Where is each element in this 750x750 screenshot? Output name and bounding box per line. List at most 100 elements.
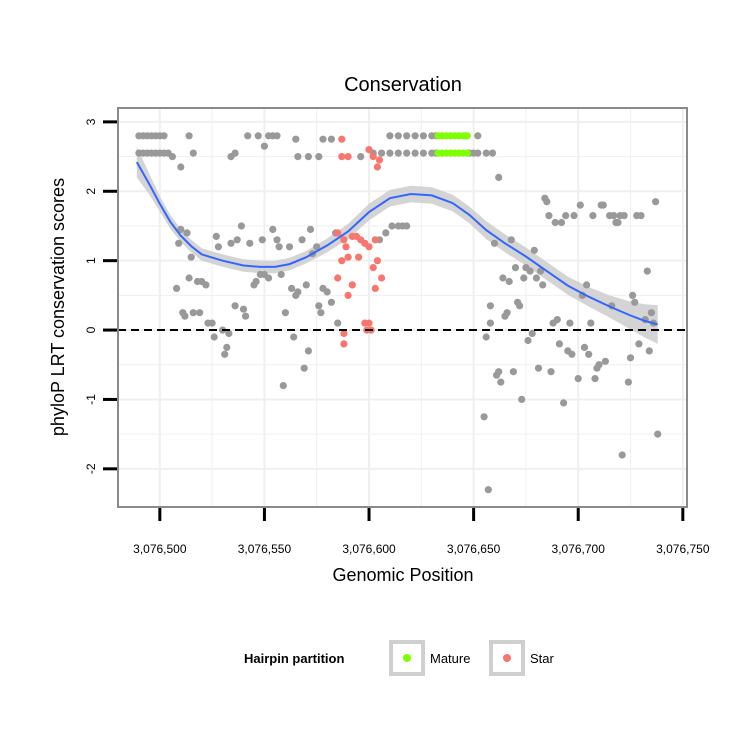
data-point-star — [378, 274, 386, 282]
data-point-other — [618, 451, 626, 459]
data-point-other — [273, 236, 281, 244]
data-point-other — [175, 239, 183, 247]
data-point-other — [555, 340, 564, 348]
data-point-other — [275, 243, 283, 251]
data-point-other — [499, 274, 507, 282]
legend-entry-mature: Mature — [389, 640, 470, 676]
data-point-other — [539, 281, 547, 289]
data-point-other — [419, 132, 427, 140]
data-point-other — [225, 329, 233, 338]
data-point-other — [495, 173, 503, 181]
data-point-other — [173, 284, 181, 292]
data-point-other — [403, 222, 411, 230]
data-point-star — [369, 264, 377, 272]
data-point-other — [208, 319, 216, 327]
data-point-other — [227, 153, 235, 161]
data-point-other — [223, 343, 231, 351]
data-point-other — [620, 212, 628, 220]
data-point-star — [338, 135, 346, 143]
x-tick-label: 3,076,550 — [238, 542, 292, 556]
data-point-star — [344, 253, 352, 261]
data-point-other — [645, 347, 653, 355]
data-point-other — [526, 267, 534, 275]
data-point-other — [258, 236, 266, 244]
data-point-other — [643, 267, 651, 275]
data-point-other — [315, 302, 323, 310]
data-point-other — [562, 212, 570, 220]
x-axis-title: Genomic Position — [332, 565, 473, 585]
data-point-other — [576, 201, 584, 209]
x-tick-label: 3,076,500 — [133, 542, 187, 556]
legend-key-star — [489, 640, 525, 676]
y-axis-title: phyloP LRT conservation scores — [48, 178, 68, 436]
panel-border — [117, 107, 688, 508]
data-point-other — [537, 267, 545, 275]
data-point-other — [587, 319, 595, 327]
data-point-other — [196, 309, 204, 317]
data-point-other — [654, 430, 662, 438]
data-point-other — [231, 302, 239, 310]
data-point-other — [388, 222, 396, 230]
data-point-star — [344, 153, 352, 161]
data-point-other — [378, 149, 386, 157]
data-point-other — [260, 142, 268, 150]
data-point-other — [394, 132, 402, 140]
data-point-other — [520, 274, 528, 282]
y-tick-label: -1 — [84, 394, 98, 405]
data-point-other — [631, 298, 639, 306]
data-point-other — [553, 316, 561, 324]
data-point-other — [574, 375, 582, 383]
data-point-other — [557, 218, 566, 227]
data-point-other — [614, 218, 622, 227]
data-point-other — [591, 375, 599, 383]
data-point-other — [382, 229, 390, 237]
data-point-other — [323, 288, 331, 296]
data-point-other — [595, 361, 603, 369]
data-point-other — [560, 399, 568, 407]
data-point-other — [233, 236, 241, 244]
data-point-other — [302, 281, 310, 289]
data-point-other — [411, 132, 419, 140]
data-point-other — [585, 350, 593, 358]
data-point-other — [294, 288, 302, 296]
data-point-other — [403, 149, 411, 157]
data-point-other — [482, 333, 490, 341]
data-point-other — [277, 270, 285, 279]
data-point-other — [227, 239, 235, 247]
data-point-other — [551, 218, 559, 227]
data-point-other — [160, 132, 168, 140]
data-point-other — [189, 309, 197, 317]
data-point-other — [294, 153, 302, 161]
data-point-other — [327, 298, 335, 306]
data-point-other — [511, 264, 520, 272]
data-point-other — [177, 163, 185, 171]
data-point-other — [239, 305, 248, 313]
data-point-other — [177, 225, 185, 233]
data-point-other — [306, 225, 315, 233]
legend-swatch-mature — [403, 654, 411, 662]
data-point-star — [340, 236, 348, 244]
data-point-other — [181, 312, 189, 320]
data-point-other — [189, 149, 197, 157]
y-tick-label: 0 — [84, 326, 98, 333]
data-point-star — [365, 146, 373, 154]
data-point-star — [373, 163, 381, 171]
data-point-other — [474, 149, 482, 157]
data-point-mature — [463, 132, 471, 140]
data-point-star — [375, 156, 384, 164]
data-point-other — [221, 350, 229, 358]
data-point-other — [530, 246, 538, 254]
data-point-other — [419, 149, 427, 157]
y-tick-label: 3 — [84, 118, 98, 125]
data-point-other — [532, 274, 541, 282]
legend-key-mature — [389, 640, 425, 676]
data-point-other — [292, 135, 300, 143]
data-point-other — [317, 309, 325, 317]
legend-entry-star: Star — [489, 640, 555, 676]
data-point-other — [210, 333, 218, 341]
legend-label-mature: Mature — [430, 651, 470, 666]
data-point-star — [338, 153, 346, 161]
data-point-star — [365, 319, 373, 327]
data-point-other — [570, 212, 578, 220]
legend: Hairpin partition Mature Star — [244, 640, 555, 676]
